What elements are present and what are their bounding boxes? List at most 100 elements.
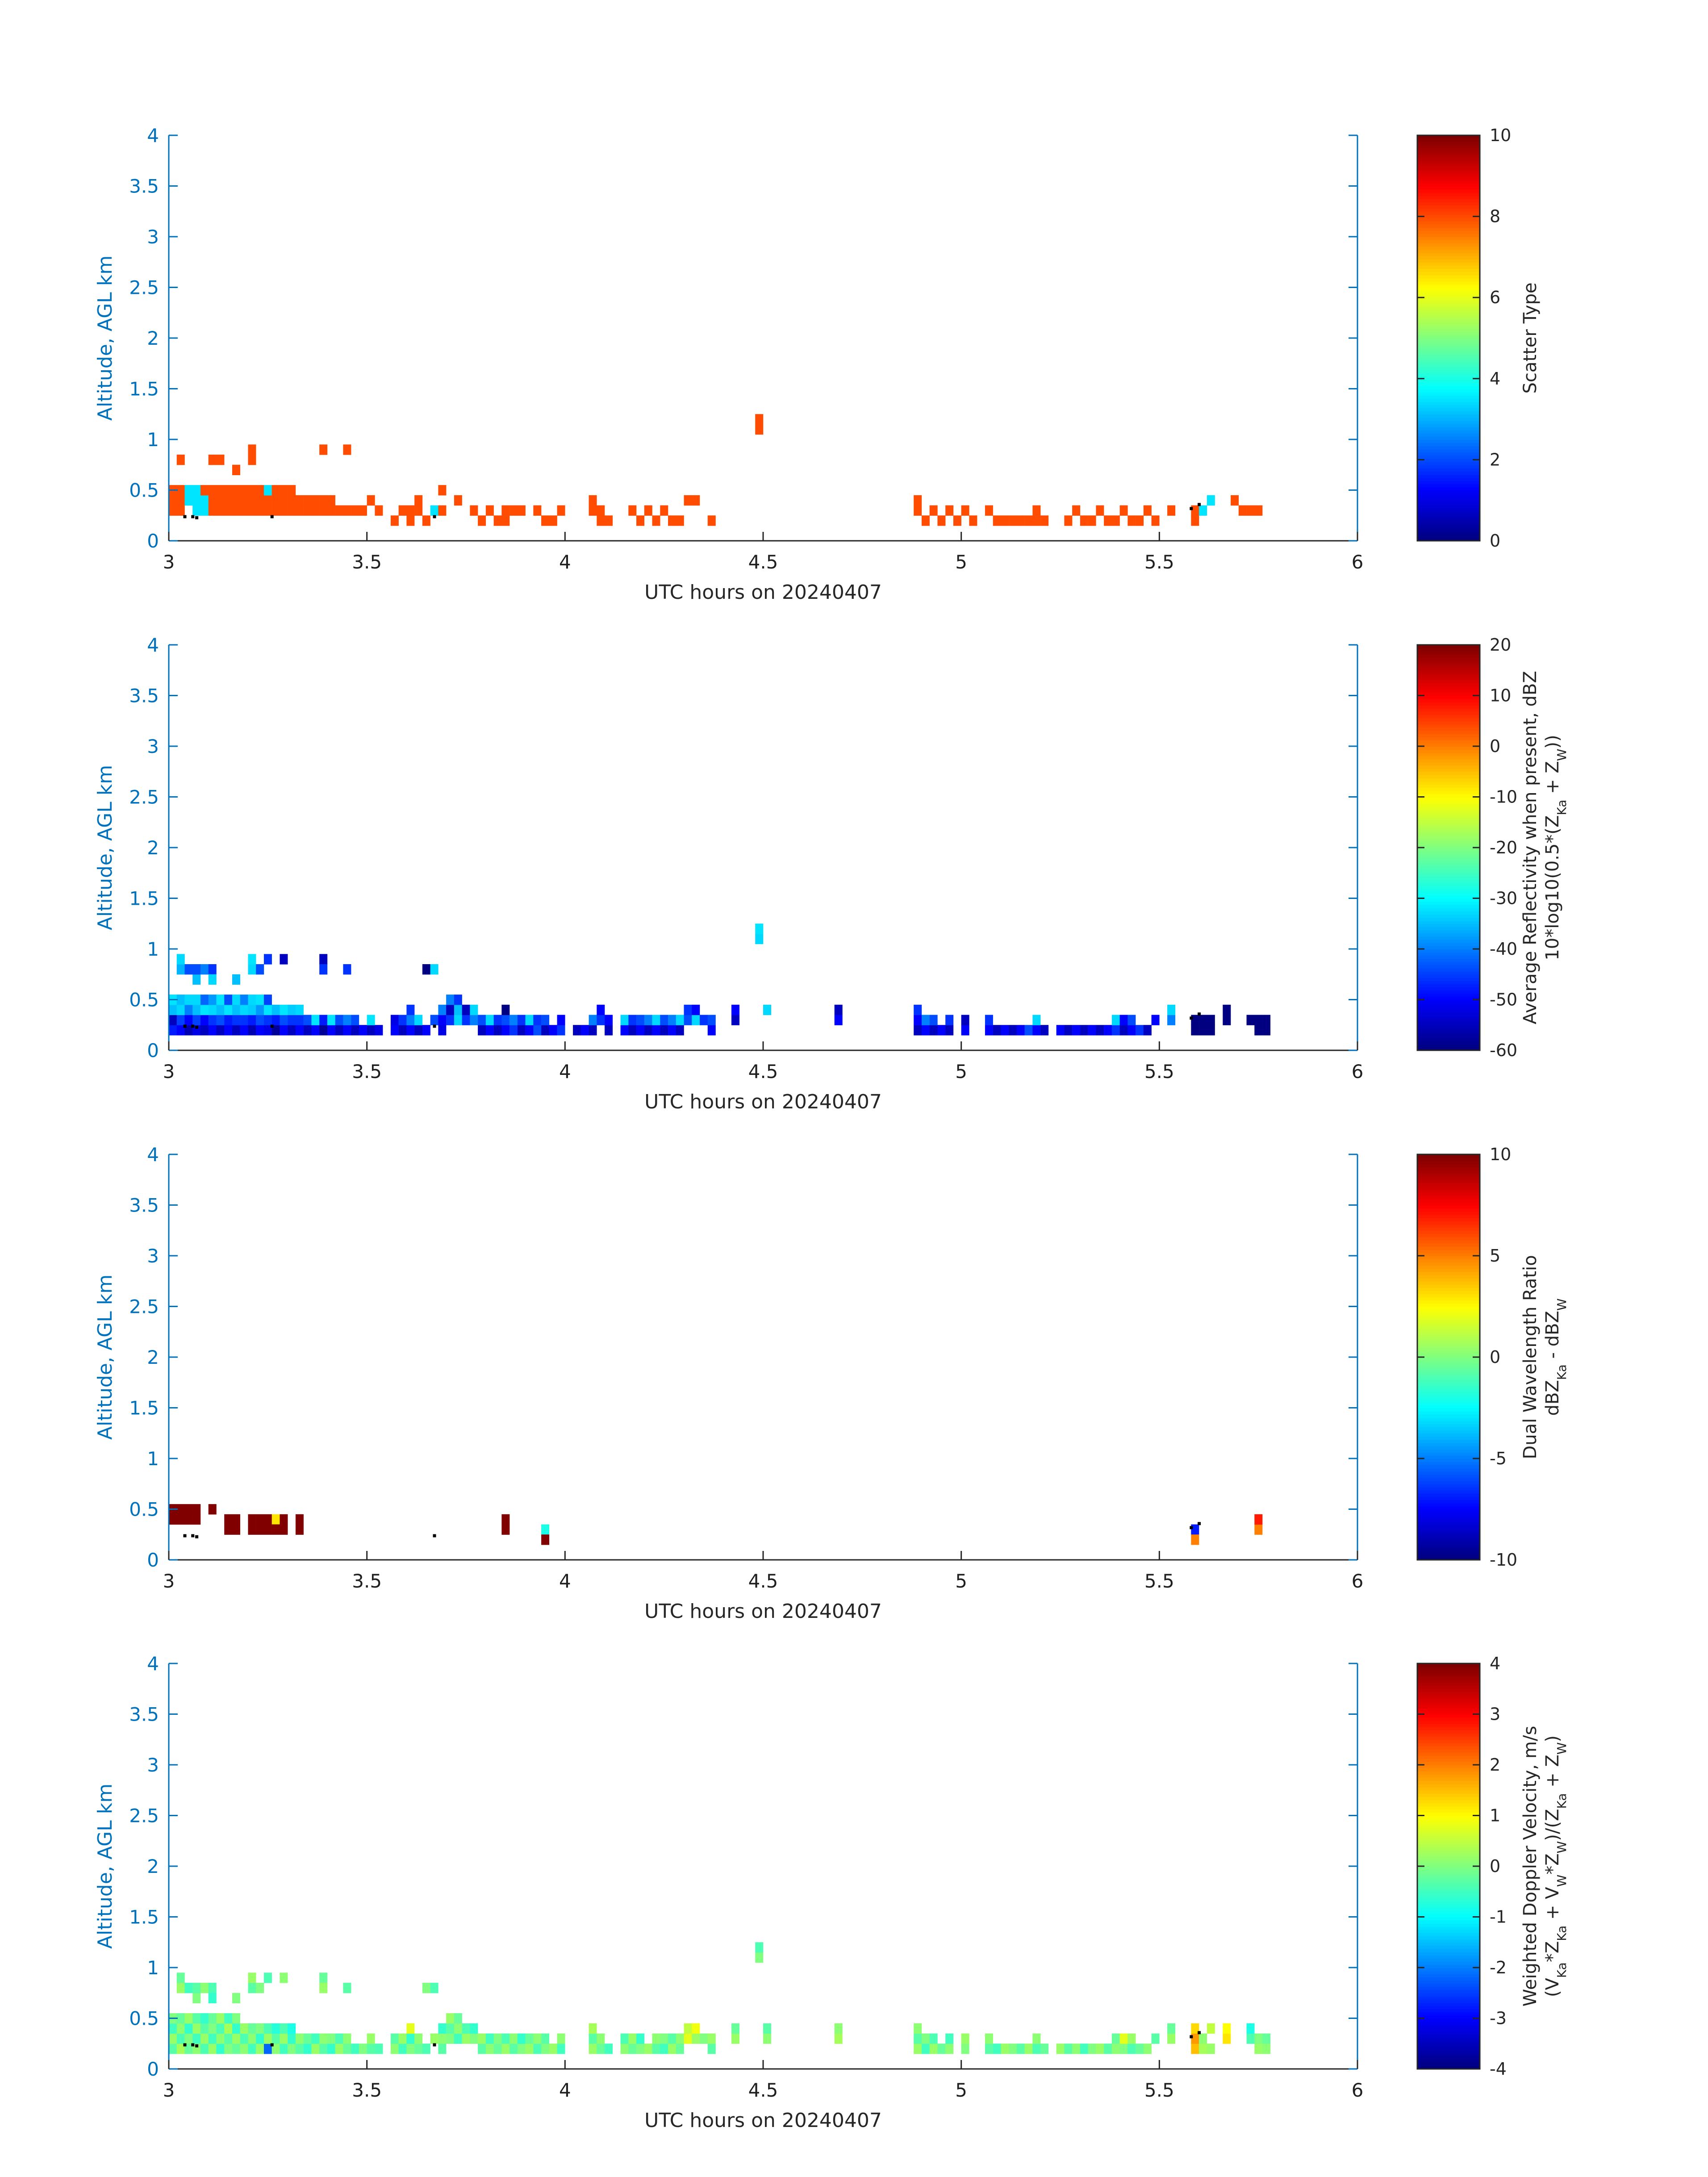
heatmap-cell: [200, 495, 209, 506]
y-tick-label: 1: [147, 1448, 159, 1470]
heatmap-cell: [335, 2033, 343, 2044]
heatmap-cell: [288, 2043, 296, 2054]
colorbar-segment: [1417, 1224, 1480, 1228]
heatmap-cell: [216, 2043, 225, 2054]
colorbar-segment: [1417, 1726, 1480, 1730]
colorbar-segment: [1417, 534, 1480, 538]
heatmap-cell: [478, 1015, 486, 1025]
colorbar-segment: [1417, 790, 1480, 794]
heatmap-cell: [438, 2043, 447, 2054]
colorbar-segment: [1417, 180, 1480, 184]
heatmap-cell: [1009, 515, 1017, 526]
heatmap-cell: [240, 1025, 248, 1036]
colorbar-segment: [1417, 1904, 1480, 1908]
heatmap-cell: [914, 1025, 922, 1036]
heatmap-cell: [232, 994, 240, 1005]
heatmap-cell: [256, 485, 264, 496]
heatmap-cell: [914, 1015, 922, 1025]
heatmap-cell: [914, 505, 922, 516]
heatmap-cell: [216, 1004, 225, 1015]
heatmap-cell: [192, 2033, 201, 2044]
y-tick-label: 4: [147, 1144, 159, 1166]
colorbar-segment: [1417, 1989, 1480, 1993]
heatmap-cell: [398, 505, 407, 516]
colorbar-segment: [1417, 990, 1480, 994]
x-tick-label: 4: [559, 2079, 571, 2101]
heatmap-cell: [280, 954, 288, 965]
colorbar-segment: [1417, 452, 1480, 456]
heatmap-cell: [1199, 505, 1207, 516]
colorbar-segment: [1417, 1828, 1480, 1832]
heatmap-cell: [914, 2033, 922, 2044]
colorbar-segment: [1417, 1717, 1480, 1721]
heatmap-cell: [597, 1004, 605, 1015]
heatmap-cell: [493, 2033, 502, 2044]
heatmap-cell: [668, 1025, 677, 1036]
heatmap-cell: [1128, 1015, 1136, 1025]
heatmap-cell: [184, 1004, 193, 1015]
colorbar-segment: [1417, 1006, 1480, 1010]
colorbar-segment: [1417, 1932, 1480, 1937]
heatmap-cell: [248, 505, 256, 516]
heatmap-cell: [914, 495, 922, 506]
colorbar-segment: [1417, 974, 1480, 978]
colorbar-segment: [1417, 309, 1480, 313]
colorbar-tick-label: 6: [1490, 288, 1500, 307]
heatmap-cell: [216, 1025, 225, 1036]
x-tick-label: 5: [955, 1061, 967, 1082]
heatmap-cell: [176, 994, 185, 1005]
heatmap-cell: [367, 1015, 375, 1025]
heatmap-cell: [295, 1015, 304, 1025]
colorbar-segment: [1417, 1395, 1480, 1399]
colorbar-segment: [1417, 797, 1480, 801]
heatmap-cell: [1119, 1025, 1128, 1036]
heatmap-cell: [1143, 505, 1152, 516]
colorbar-segment: [1417, 657, 1480, 661]
heatmap-cell: [834, 1015, 843, 1025]
heatmap-cell: [208, 2043, 217, 2054]
colorbar-segment: [1417, 2037, 1480, 2041]
heatmap-cell: [993, 1025, 1001, 1036]
heatmap-cell: [216, 495, 225, 506]
heatmap-cell: [240, 2033, 248, 2044]
heatmap-cell: [184, 2023, 193, 2034]
heatmap-cell: [993, 515, 1001, 526]
colorbar-segment: [1417, 809, 1480, 813]
heatmap-cell: [509, 1015, 518, 1025]
heatmap-cell: [176, 1504, 185, 1515]
colorbar-label-formula: (VKa*ZKa + VW*ZW)/(ZKa + ZW): [1542, 1735, 1569, 1997]
heatmap-cell: [636, 515, 645, 526]
heatmap-cell: [208, 1015, 217, 1025]
marker-point: [191, 1024, 195, 1028]
colorbar-segment: [1417, 461, 1480, 465]
heatmap-cell: [605, 1025, 613, 1036]
colorbar-segment: [1417, 1363, 1480, 1367]
colorbar-segment: [1417, 2031, 1480, 2035]
colorbar-segment: [1417, 1897, 1480, 1902]
heatmap-cell: [351, 505, 359, 516]
heatmap-cell: [660, 1025, 668, 1036]
colorbar-segment: [1417, 1850, 1480, 1854]
colorbar-segment: [1417, 195, 1480, 199]
heatmap-cell: [501, 1514, 510, 1525]
colorbar-segment: [1417, 2021, 1480, 2025]
heatmap-cell: [240, 485, 248, 496]
y-tick-label: 2: [147, 1855, 159, 1877]
heatmap-cell: [485, 2043, 494, 2054]
heatmap-cell: [390, 1015, 399, 1025]
colorbar-segment: [1417, 186, 1480, 190]
colorbar-segment: [1417, 1945, 1480, 1949]
heatmap-cell: [1254, 1025, 1263, 1036]
colorbar-segment: [1417, 1284, 1480, 1288]
colorbar-segment: [1417, 1442, 1480, 1446]
heatmap-cell: [280, 1025, 288, 1036]
heatmap-cell: [1199, 2033, 1207, 2044]
heatmap-cell: [398, 2043, 407, 2054]
heatmap-cell: [1056, 1025, 1065, 1036]
heatmap-cell: [1024, 1025, 1033, 1036]
colorbar-segment: [1417, 522, 1480, 526]
colorbar-segment: [1417, 1692, 1480, 1696]
colorbar-segment: [1417, 752, 1480, 756]
colorbar-tick-label: -1: [1490, 1907, 1507, 1927]
y-axis-label: Altitude, AGL km: [94, 255, 117, 421]
